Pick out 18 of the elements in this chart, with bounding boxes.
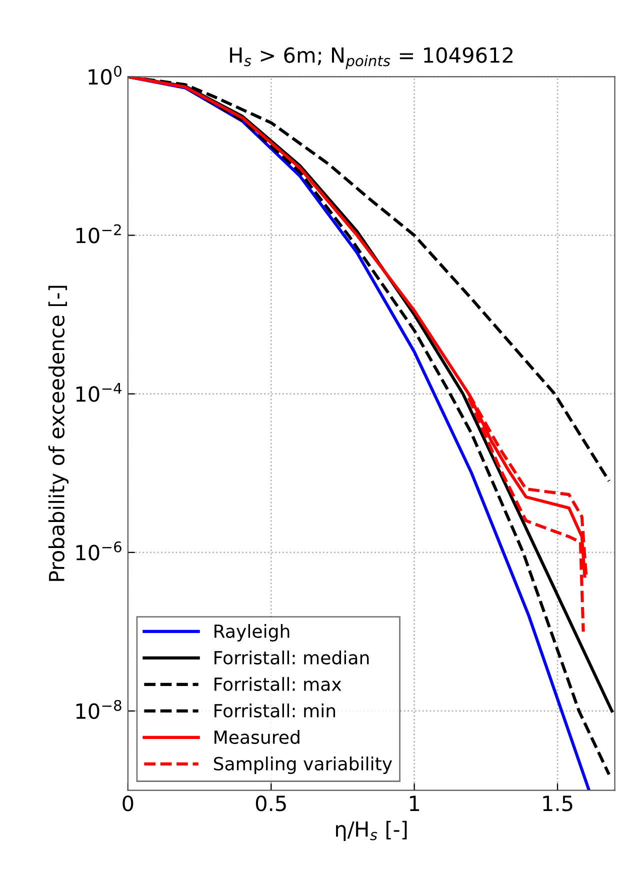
x-tick-label: 1 [410,796,420,811]
legend-label: Measured [214,730,300,744]
chart-title: H$_{s}$ > 6m; N$_{points}$ = 1049612 [230,47,512,70]
legend-label: Rayleigh [214,624,290,642]
x-tick-label: 0 [122,796,134,812]
y-axis-title: Probability of exceedence [-] [48,286,69,581]
x-tick-label: 1.5 [543,796,572,812]
legend-label: Forristall: median [214,650,369,665]
y-tick-label: 10$^{0}$ [88,66,122,85]
legend-label: Sampling variability [214,756,392,774]
y-tick-label: 10$^{−6}$ [76,541,122,560]
x-axis-title: η/H$_{s}$ [-] [336,820,407,842]
legend-label: Forristall: max [214,677,342,692]
y-tick-label: 10$^{−2}$ [76,224,121,244]
legend-label: Forristall: min [214,704,336,718]
y-tick-label: 10$^{−4}$ [76,383,122,402]
x-tick-label: 0.5 [256,796,286,812]
y-tick-label: 10$^{−8}$ [76,700,122,720]
